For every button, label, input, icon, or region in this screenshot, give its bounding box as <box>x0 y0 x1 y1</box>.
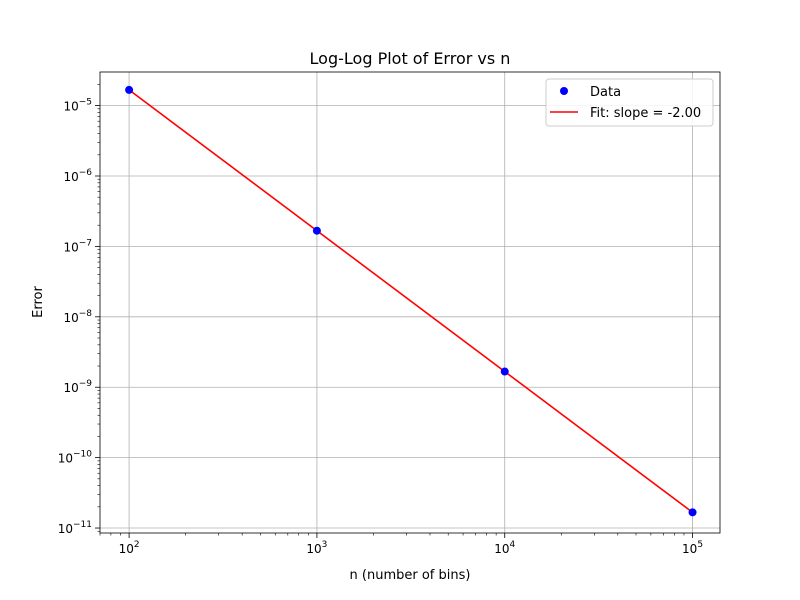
legend: Data Fit: slope = -2.00 <box>545 78 714 127</box>
legend-box <box>545 78 714 127</box>
y-tick-label-base: 10 <box>63 240 78 254</box>
y-tick-label-exponent: −10 <box>73 450 92 460</box>
data-point <box>688 508 697 517</box>
x-tick-label-exponent: 3 <box>322 540 328 550</box>
x-tick-label-exponent: 4 <box>510 540 516 550</box>
x-tick-label: 105 <box>682 540 703 556</box>
data-point <box>125 85 134 94</box>
x-tick-label: 102 <box>119 540 140 556</box>
y-tick-label-exponent: −8 <box>79 309 93 319</box>
y-tick-label: 10−6 <box>63 168 92 184</box>
axis-ticks: 102 103 104 10510−1110−1010−910−810−710−610… <box>58 84 703 556</box>
y-tick-label-base: 10 <box>63 381 78 395</box>
y-tick-label-base: 10 <box>63 100 78 114</box>
data-point <box>500 367 509 376</box>
legend-label: Fit: slope = -2.00 <box>590 106 701 121</box>
y-tick-label-exponent: −7 <box>79 238 92 248</box>
fit-line <box>128 89 694 513</box>
y-tick-label-exponent: −11 <box>73 520 92 530</box>
x-tick-label-base: 10 <box>494 542 509 556</box>
y-tick-label: 10−7 <box>63 238 92 254</box>
y-tick-label: 10−5 <box>63 98 92 114</box>
x-tick-label-exponent: 2 <box>134 540 140 550</box>
y-tick-label-exponent: −5 <box>79 98 92 108</box>
y-tick-label-base: 10 <box>63 170 78 184</box>
y-tick-label-exponent: −9 <box>79 379 93 389</box>
y-tick-label-base: 10 <box>58 522 73 536</box>
x-tick-label-base: 10 <box>306 542 321 556</box>
y-tick-label: 10−8 <box>63 309 92 325</box>
plot-series <box>125 85 697 517</box>
y-tick-label: 10−9 <box>63 379 92 395</box>
y-axis-label: Error <box>31 286 46 318</box>
x-tick-label-base: 10 <box>682 542 697 556</box>
x-tick-label: 104 <box>494 540 515 556</box>
x-axis-label: n (number of bins) <box>350 568 471 583</box>
y-tick-label-base: 10 <box>58 452 73 466</box>
legend-label: Data <box>590 85 621 100</box>
x-tick-label-exponent: 5 <box>697 540 703 550</box>
legend-marker-data <box>560 87 568 95</box>
y-tick-label-exponent: −6 <box>79 168 93 178</box>
x-tick-label-base: 10 <box>119 542 134 556</box>
y-tick-label: 10−11 <box>58 520 92 536</box>
chart-title: Log-Log Plot of Error vs n <box>310 49 511 68</box>
x-tick-label: 103 <box>306 540 327 556</box>
y-tick-label: 10−10 <box>58 450 93 466</box>
plot-area-frame <box>99 71 721 534</box>
data-point <box>312 226 321 235</box>
y-tick-label-base: 10 <box>63 311 78 325</box>
